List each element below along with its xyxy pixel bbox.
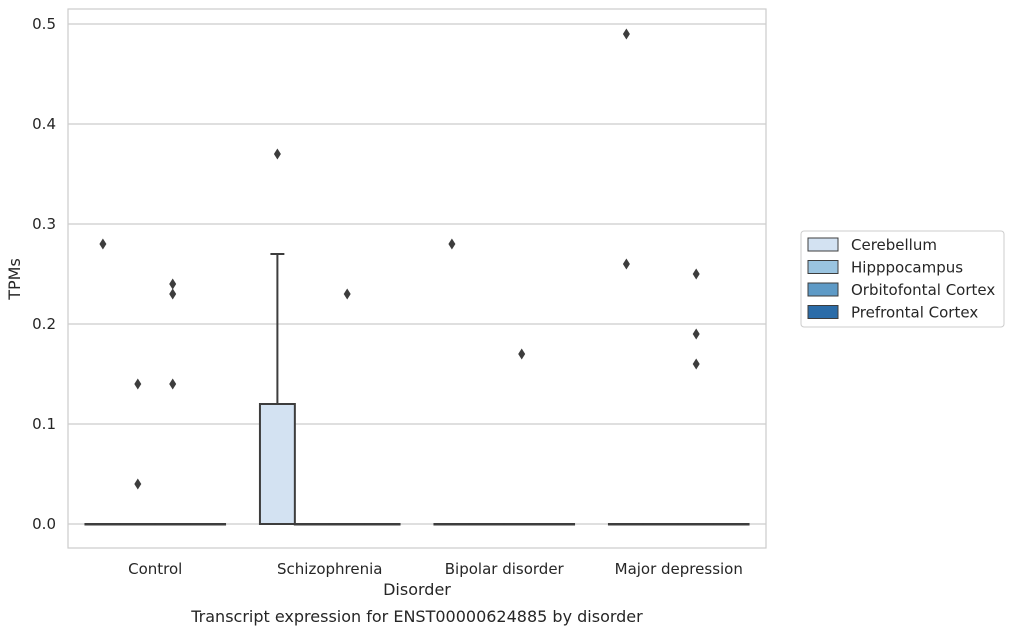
legend-swatch	[807, 260, 839, 274]
box-cerebellum	[433, 523, 471, 526]
outlier-point	[622, 258, 630, 270]
x-tick-labels: Control Schizophrenia Bipolar disorder Majo…	[128, 560, 743, 578]
legend-swatch	[807, 282, 839, 297]
outlier-point	[134, 378, 142, 390]
box-cerebellum	[258, 253, 296, 525]
box-hipppocampus	[119, 523, 157, 526]
chart-title: Transcript expression for ENST0000062488…	[190, 607, 643, 626]
y-tick-label: 0.2	[32, 315, 56, 333]
legend-label: Prefrontal Cortex	[851, 304, 978, 322]
outlier-point	[169, 288, 177, 300]
outlier-point	[169, 278, 177, 290]
plot-background	[68, 9, 766, 548]
y-tick-label: 0.4	[32, 115, 56, 133]
box-orbitofontal-cortex	[154, 523, 192, 526]
box-orbitofontal-cortex	[503, 523, 541, 526]
outlier-point	[343, 288, 351, 300]
legend-frame	[800, 230, 1005, 328]
y-tick-label: 0.3	[32, 215, 56, 233]
outlier-point	[692, 358, 700, 370]
y-tick-labels: 0.0 0.1 0.2 0.3 0.4 0.5	[32, 15, 56, 533]
box-cerebellum	[84, 523, 122, 526]
y-tick-label: 0.1	[32, 415, 56, 433]
box-hipppocampus	[642, 523, 680, 526]
legend: Cerebellum Hipppocampus Orbitofontal Corte…	[800, 230, 1005, 328]
box-hipppocampus	[293, 523, 331, 526]
x-tick-label: Bipolar disorder	[445, 560, 565, 578]
box-prefrontal-cortex	[363, 523, 401, 526]
outlier-points	[99, 28, 700, 490]
box-series	[84, 253, 750, 526]
box-body	[258, 403, 296, 525]
outlier-point	[692, 268, 700, 280]
outlier-point	[692, 328, 700, 340]
x-tick-label: Major depression	[615, 560, 743, 578]
box-orbitofontal-cortex	[677, 523, 715, 526]
y-tick-label: 0.0	[32, 515, 56, 533]
x-axis-label: Disorder	[383, 580, 451, 599]
legend-label: Orbitofontal Cortex	[851, 281, 995, 299]
outlier-point	[99, 238, 107, 250]
legend-label: Cerebellum	[851, 236, 937, 254]
outlier-point	[134, 478, 142, 490]
outlier-point	[518, 348, 526, 360]
box-prefrontal-cortex	[712, 523, 750, 526]
box-prefrontal-cortex	[538, 523, 576, 526]
x-tick-label: Control	[128, 560, 182, 578]
box-orbitofontal-cortex	[328, 523, 366, 526]
outlier-point	[448, 238, 456, 250]
y-axis-label: TPMs	[5, 258, 24, 301]
y-tick-label: 0.5	[32, 15, 56, 33]
legend-label: Hipppocampus	[851, 259, 963, 277]
outlier-point	[273, 148, 281, 160]
legend-swatch	[807, 237, 839, 252]
box-cerebellum	[607, 523, 645, 526]
outlier-point	[169, 378, 177, 390]
plot-frame	[67, 8, 767, 549]
outlier-point	[622, 28, 630, 40]
legend-swatch	[807, 305, 839, 319]
x-tick-label: Schizophrenia	[277, 560, 382, 578]
box-prefrontal-cortex	[189, 523, 227, 526]
box-hipppocampus	[468, 523, 506, 526]
